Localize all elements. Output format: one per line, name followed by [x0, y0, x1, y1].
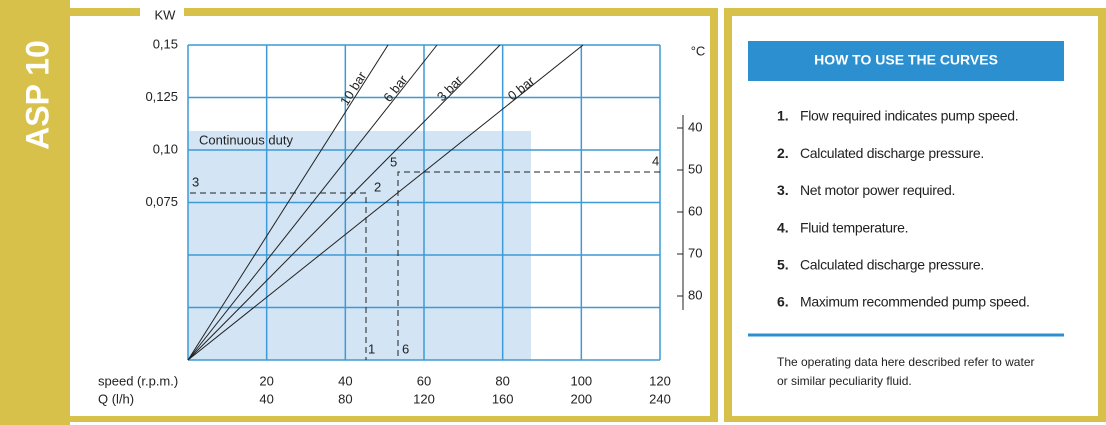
guide-line: [397, 171, 660, 360]
speed-label: 80: [495, 373, 509, 388]
pressure-curve: [187, 44, 389, 361]
flow-label: 40: [259, 391, 273, 406]
step-number: 4.: [777, 219, 789, 235]
speed-label: 20: [259, 373, 273, 388]
flow-label: 160: [492, 391, 514, 406]
step-number: 3.: [777, 182, 789, 198]
continuous-duty-region: [188, 131, 531, 360]
x-row-label: speed (r.p.m.): [98, 373, 178, 388]
point-label: 2: [374, 179, 381, 194]
flow-label: 200: [570, 391, 592, 406]
step-text: Flow required indicates pump speed.: [800, 108, 1018, 124]
temp-label: 70: [688, 245, 702, 260]
y-label: 0,10: [153, 141, 178, 156]
pressure-curve: [187, 44, 438, 361]
speed-label: 40: [338, 373, 352, 388]
speed-label: 60: [417, 373, 431, 388]
region-label: Continuous duty: [199, 132, 293, 147]
temp-label: 50: [688, 161, 702, 176]
panel-header: [748, 41, 1064, 81]
y-label: 0,125: [145, 89, 178, 104]
side-label: ASP 10: [19, 40, 55, 150]
step-text: Calculated discharge pressure.: [800, 145, 984, 161]
step-number: 6.: [777, 294, 789, 310]
y-label: 0,15: [153, 36, 178, 51]
step-text: Calculated discharge pressure.: [800, 257, 984, 273]
temp-label: 60: [688, 203, 702, 218]
point-label: 6: [402, 341, 409, 356]
point-label: 3: [192, 174, 199, 189]
note: The operating data here described refer …: [777, 355, 1034, 369]
flow-label: 80: [338, 391, 352, 406]
point-label: 1: [368, 341, 375, 356]
y-label: 0,075: [145, 194, 178, 209]
point-label: 4: [652, 153, 659, 168]
flow-label: 120: [413, 391, 435, 406]
pressure-curve: [187, 44, 584, 361]
step-number: 2.: [777, 145, 789, 161]
x-row-label: Q (l/h): [98, 391, 134, 406]
y-unit: KW: [155, 7, 177, 22]
steps: 1. Flow required indicates pump speed. 2. C…: [777, 108, 1034, 388]
pressure-curve: [187, 44, 501, 361]
guide-line: [190, 192, 367, 360]
right-panel: [732, 16, 1098, 416]
speed-label: 120: [649, 373, 671, 388]
temp-unit: °C: [691, 43, 706, 58]
temp-label: 80: [688, 287, 702, 302]
step-text: Fluid temperature.: [800, 219, 908, 235]
note: or similar peculiarity fluid.: [777, 374, 912, 388]
step-number: 1.: [777, 108, 789, 124]
step-number: 5.: [777, 257, 789, 273]
step-text: Maximum recommended pump speed.: [800, 294, 1030, 310]
flow-label: 240: [649, 391, 671, 406]
side-band: [0, 0, 70, 425]
step-text: Net motor power required.: [800, 182, 955, 198]
unit-bg: [140, 4, 184, 24]
speed-label: 100: [570, 373, 592, 388]
temp-label: 40: [688, 119, 702, 134]
point-label: 5: [390, 154, 397, 169]
panel-title: HOW TO USE THE CURVES: [814, 52, 998, 68]
